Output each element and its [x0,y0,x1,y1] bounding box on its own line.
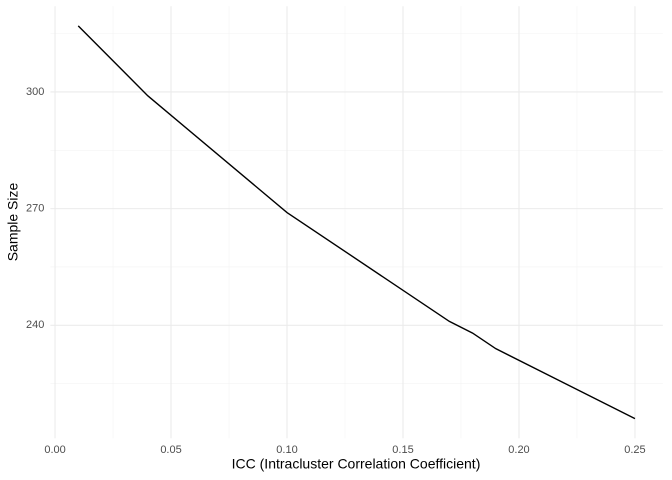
x-tick-label: 0.20 [508,444,529,456]
x-tick-label: 0.00 [44,444,65,456]
x-axis-title: ICC (Intracluster Correlation Coefficien… [232,456,481,472]
line [77,25,636,420]
x-tick-label: 0.10 [276,444,297,456]
x-tick-label: 0.15 [392,444,413,456]
y-tick-label: 270 [26,203,44,215]
x-tick-label: 0.25 [624,444,645,456]
y-axis-title: Sample Size [5,182,21,261]
x-tick-label: 0.05 [160,444,181,456]
y-tick-label: 240 [26,319,44,331]
y-tick-label: 300 [26,86,44,98]
